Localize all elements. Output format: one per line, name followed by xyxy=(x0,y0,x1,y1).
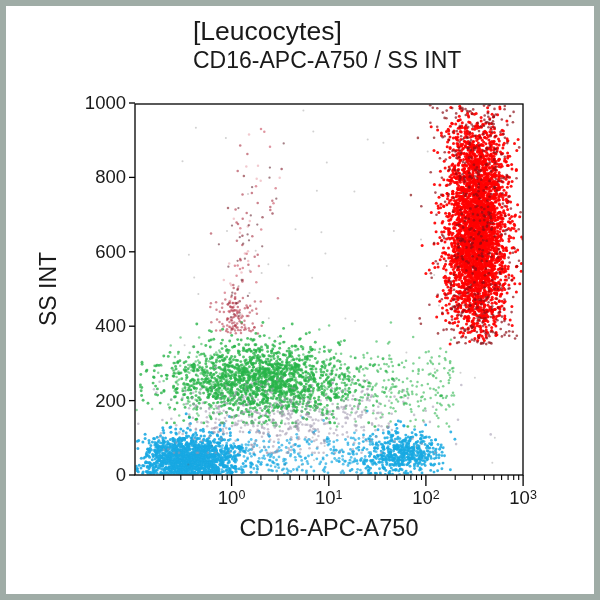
svg-text:200: 200 xyxy=(95,390,126,411)
svg-text:CD16-APC-A750: CD16-APC-A750 xyxy=(240,515,419,541)
svg-text:1000: 1000 xyxy=(85,92,126,113)
svg-text:400: 400 xyxy=(95,315,126,336)
svg-text:SS INT: SS INT xyxy=(35,252,61,326)
svg-text:100: 100 xyxy=(218,487,246,508)
svg-text:103: 103 xyxy=(509,487,537,508)
svg-text:101: 101 xyxy=(315,487,343,508)
svg-text:600: 600 xyxy=(95,241,126,262)
svg-text:800: 800 xyxy=(95,166,126,187)
svg-text:0: 0 xyxy=(116,464,126,485)
svg-text:102: 102 xyxy=(412,487,440,508)
